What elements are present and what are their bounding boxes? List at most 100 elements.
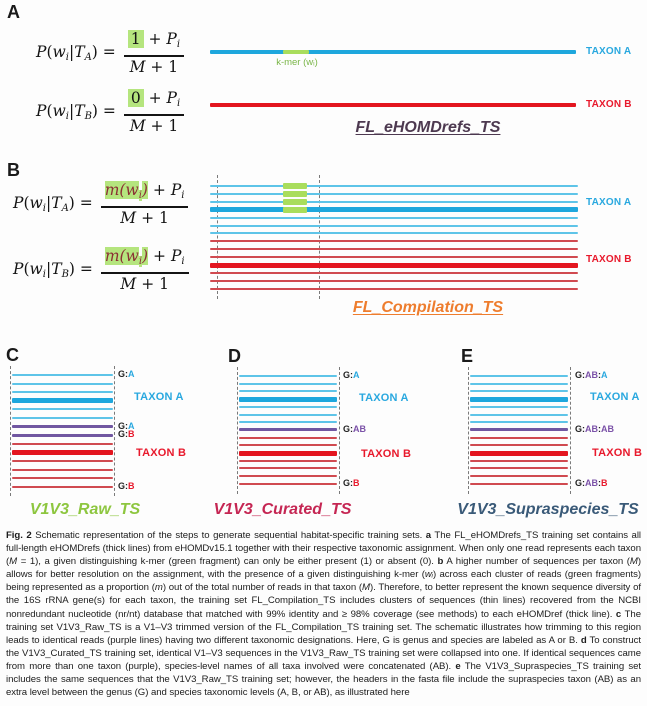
panel-d-letter: D (228, 346, 241, 366)
taxonomy-header-segment: AB (585, 370, 599, 380)
sequence-line-rT (239, 450, 337, 456)
taxonomy-header-segment: AB (585, 423, 599, 434)
formula-prob-taxon-b: P(wi|TB) = 0 + Pi M + 1 (36, 89, 185, 136)
training-set-title-fl-ehomdrefs: FL_eHOMDrefs_TS (355, 119, 501, 136)
math-token: ( (46, 102, 53, 121)
caption-text: A higher number of sequences per taxon ( (443, 556, 630, 568)
math-token: ) = (68, 260, 98, 279)
sequence-line-pu (470, 428, 568, 432)
fraction-bar (123, 114, 185, 116)
sequence-line-bt (210, 200, 578, 203)
math-token: P (170, 247, 182, 265)
trim-boundary-dashed-line (237, 367, 238, 494)
caption-text: The FL_eHOMDrefs_TS training set contain… (6, 530, 641, 568)
math-token: i (181, 256, 185, 267)
kmer-fragment (283, 50, 309, 54)
sequence-line-bt (239, 413, 337, 416)
training-set-title-v1v3-raw: V1V3_Raw_TS (29, 501, 141, 518)
math-token: ( (23, 194, 30, 213)
sequence-line-bt (12, 374, 113, 376)
sequence-line-rt (470, 482, 568, 485)
sequence-line-bt (470, 375, 568, 377)
sequence-line-rt (239, 482, 337, 485)
sequence-line-bT (470, 396, 568, 402)
kmer-fragment (283, 206, 307, 213)
trim-boundary-dashed-line (339, 367, 340, 494)
sequence-line-rt (12, 485, 113, 488)
formula-lhs: P(wi|TB) = (13, 260, 98, 280)
sequence-line-rt (210, 240, 578, 243)
sequence-line-rt (470, 459, 568, 462)
taxonomy-header-segment: : (350, 370, 354, 380)
kmer-label: k-mer (wᵢ) (276, 57, 318, 68)
math-token: 0 (127, 89, 144, 107)
trim-boundary-dashed-line (468, 367, 469, 494)
sequence-line-bt (239, 390, 337, 393)
sequence-line-pu (239, 428, 337, 432)
sequence-line-bt (470, 413, 568, 416)
caption-bold-marker: a (425, 530, 432, 541)
sequence-line-rt (470, 467, 568, 470)
formula-fraction: m(wi) + Pi M + 1 (100, 247, 189, 294)
math-token: ( (23, 260, 30, 279)
sequence-line-bt (239, 375, 337, 377)
math-token: m(w (104, 181, 139, 199)
taxonomy-header-segment: : (125, 480, 129, 491)
caption-bold-marker: Fig. 2 (6, 530, 32, 541)
sequence-line-rt (12, 442, 113, 445)
caption-text: The training set V1V3_Raw_TS is a V1–V3 … (6, 608, 641, 646)
math-token: w (29, 194, 43, 213)
sequence-line-bt (470, 405, 568, 408)
panel-b-sequence-cluster (210, 175, 578, 299)
taxonomy-header-label: G:B (343, 478, 360, 488)
sequence-line-bt (239, 405, 337, 408)
formula-numerator: 0 + Pi (124, 89, 184, 113)
taxonomy-header-label: G:B (118, 481, 135, 491)
caption-bold-marker: b (437, 556, 444, 568)
math-token: i (65, 52, 69, 64)
math-token: A (84, 52, 92, 64)
sequence-line-bt (239, 382, 337, 385)
sequence-line-bt (210, 185, 578, 187)
math-token: i (138, 256, 143, 267)
sequence-line-rt (210, 287, 578, 290)
math-token: + 1 (136, 208, 169, 227)
caption-text: ) out of the total number of reads in th… (162, 582, 363, 594)
caption-text: Schematic representation of the steps to… (31, 530, 426, 541)
math-token: i (65, 111, 69, 123)
training-set-title-v1v3-supraspecies: V1V3_Supraspecies_TS (457, 501, 639, 518)
caption-text: m (154, 582, 163, 594)
math-token: w (52, 43, 66, 62)
trim-boundary-dashed-line (319, 175, 320, 299)
sequence-line-rt (12, 477, 113, 480)
caption-text: M (9, 556, 18, 568)
caption-text: To construct the V1V3_Curated_TS trainin… (6, 634, 642, 672)
formula-lhs: P(wi|TB) = (36, 102, 121, 122)
kmer-fragment (283, 190, 307, 197)
sequence-line-pu (12, 425, 113, 429)
taxonomy-header-segment: G (575, 423, 583, 434)
training-set-title-v1v3-curated: V1V3_Curated_TS (213, 501, 352, 518)
sequence-line-rt (210, 256, 578, 259)
taxon-a-label: TAXON A (586, 46, 632, 57)
panel-e-sequence-cluster: G:AB:A G:AB:AB G:AB:B (468, 367, 614, 494)
taxonomy-header-segment: : (582, 370, 586, 380)
formula-denominator: M + 1 (116, 209, 173, 228)
formula-fraction: 1 + Pi M + 1 (123, 30, 185, 77)
sequence-line-pu (12, 433, 113, 437)
taxonomy-header-segment: : (598, 477, 602, 488)
sequence-line-bt (210, 192, 578, 195)
trim-boundary-dashed-line (114, 366, 115, 496)
math-token: + 1 (145, 57, 179, 76)
formula-lhs: P(wi|TA) = (36, 43, 121, 63)
math-token: ) (141, 181, 148, 199)
sequence-line-rt (12, 468, 113, 471)
panel-e-letter: E (461, 346, 474, 366)
caption-text: M (629, 556, 638, 568)
math-token: ) = (91, 102, 121, 121)
taxonomy-header-segment: : (350, 423, 354, 434)
fraction-bar (100, 272, 189, 274)
math-token: | (68, 102, 75, 121)
math-token: A (61, 203, 69, 215)
math-token: P (36, 43, 47, 62)
